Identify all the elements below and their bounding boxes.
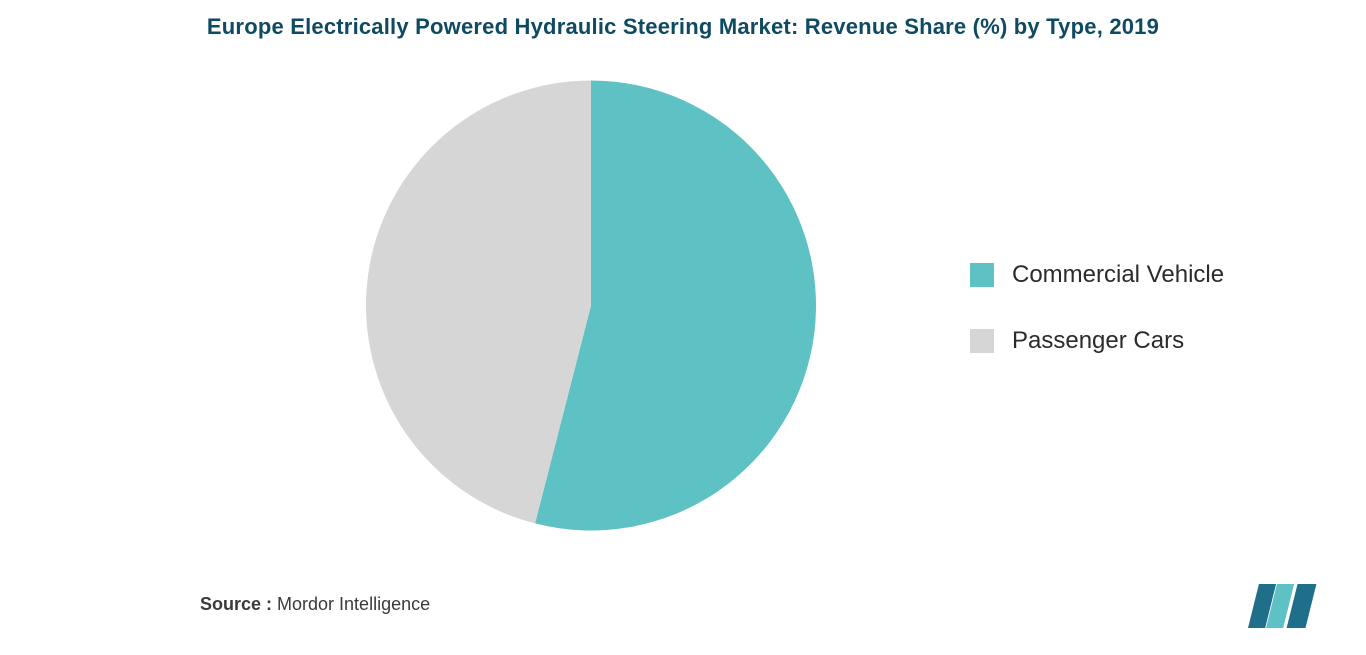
chart-container: { "title": { "text": "Europe Electricall…: [0, 0, 1366, 655]
legend-item-passenger-cars: Passenger Cars: [970, 327, 1224, 355]
mordor-logo-icon: [1248, 584, 1326, 633]
pie-svg: [366, 80, 816, 530]
source-attribution: Source : Mordor Intelligence: [200, 594, 430, 615]
source-name: Mordor Intelligence: [272, 594, 430, 614]
legend-label: Commercial Vehicle: [1012, 261, 1224, 289]
logo-svg: [1248, 584, 1326, 628]
chart-area: Commercial Vehicle Passenger Cars: [0, 70, 1366, 545]
chart-title: Europe Electrically Powered Hydraulic St…: [0, 14, 1366, 40]
legend-item-commercial-vehicle: Commercial Vehicle: [970, 261, 1224, 289]
source-label: Source :: [200, 594, 272, 614]
pie-chart: [366, 80, 816, 535]
legend: Commercial Vehicle Passenger Cars: [970, 261, 1224, 355]
legend-swatch-icon: [970, 329, 994, 353]
legend-label: Passenger Cars: [1012, 327, 1184, 355]
legend-swatch-icon: [970, 263, 994, 287]
